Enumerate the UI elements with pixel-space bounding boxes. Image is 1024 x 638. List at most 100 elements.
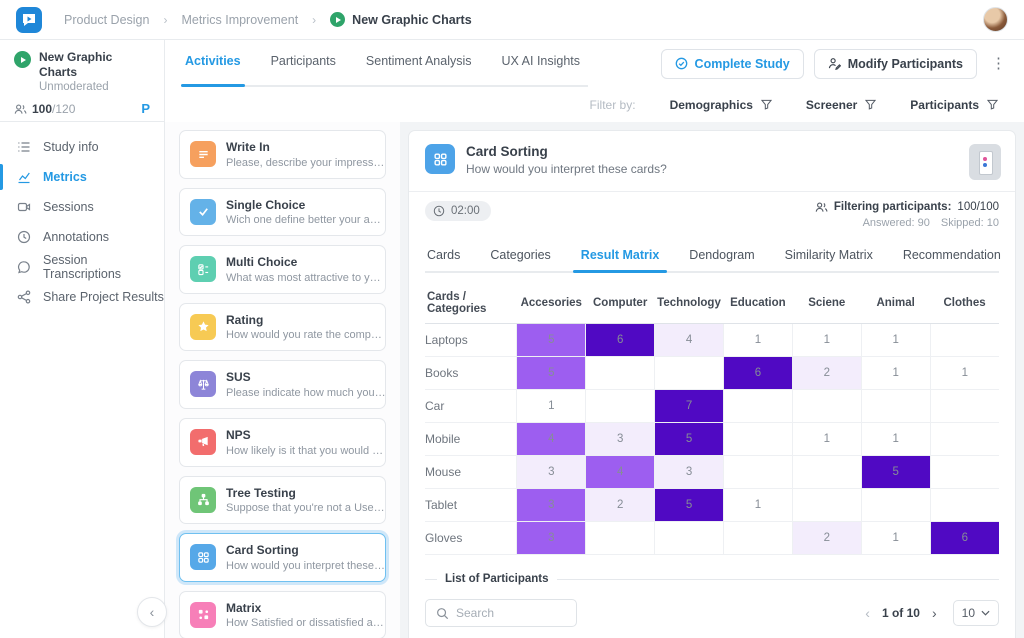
- tab-result-matrix[interactable]: Result Matrix: [572, 242, 667, 273]
- matrix-row-label: Car: [425, 389, 518, 423]
- matrix-cell: [861, 488, 931, 522]
- matrix-row: Mouse 3 4 3 5: [425, 455, 999, 489]
- tab-recommendation[interactable]: Recommendation: [902, 248, 1001, 262]
- plan-badge[interactable]: P: [141, 101, 150, 116]
- activity-card-nps[interactable]: NPS How likely is it that you would reco.…: [179, 417, 386, 467]
- filtering-participants-value: 100/100: [957, 201, 999, 213]
- list-of-participants-label: List of Participants: [445, 573, 549, 585]
- prev-page-icon[interactable]: ‹: [865, 605, 870, 621]
- write-in-icon: [190, 141, 216, 167]
- filter-screener[interactable]: Screener: [806, 98, 877, 112]
- header-band: New Graphic Charts Unmoderated 100 /120 …: [0, 40, 1024, 128]
- tab-similarity-matrix[interactable]: Similarity Matrix: [784, 248, 873, 262]
- breadcrumb-item[interactable]: Product Design: [64, 12, 150, 27]
- matrix-cell: [723, 455, 793, 489]
- matrix-cell: 1: [861, 521, 931, 555]
- matrix-cell: 1: [792, 323, 862, 357]
- matrix-cell: 4: [654, 323, 724, 357]
- tab-cards[interactable]: Cards: [427, 248, 461, 262]
- sidebar-item-annotations[interactable]: Annotations: [0, 222, 164, 252]
- matrix-cell: [792, 389, 862, 423]
- matrix-cell: [930, 488, 999, 522]
- matrix-cell: [585, 389, 656, 423]
- matrix-row: Car 1 7: [425, 389, 999, 423]
- search-input[interactable]: [456, 606, 566, 620]
- matrix-cell: 1: [861, 323, 931, 357]
- matrix-col-header: Sciene: [792, 283, 862, 324]
- sidebar-item-session-transcriptions[interactable]: Session Transcriptions: [0, 252, 164, 282]
- funnel-icon: [760, 99, 772, 110]
- sidebar-item-metrics[interactable]: Metrics: [0, 162, 164, 192]
- userlytics-logo-icon[interactable]: [16, 6, 42, 33]
- matrix-cell: 7: [654, 389, 724, 423]
- tab-categories[interactable]: Categories: [490, 248, 551, 262]
- matrix-cell: 2: [792, 356, 862, 390]
- participants-icon: [815, 201, 828, 213]
- clock-icon: [17, 230, 31, 244]
- participants-count: 100: [32, 101, 53, 116]
- page-size-select[interactable]: 10: [952, 600, 999, 626]
- check-circle-icon: [675, 57, 688, 70]
- participants-search[interactable]: [425, 599, 577, 627]
- matrix-col-header: Technology: [654, 283, 724, 324]
- sidebar-item-share-project-results[interactable]: Share Project Results: [0, 282, 164, 312]
- stimulus-thumbnail[interactable]: [969, 144, 1001, 180]
- project-mode: Unmoderated: [39, 81, 109, 93]
- breadcrumb-item[interactable]: Metrics Improvement: [181, 12, 299, 27]
- matrix-cell: 3: [654, 455, 724, 489]
- user-avatar[interactable]: [983, 7, 1008, 32]
- breadcrumb: Product Design › Metrics Improvement › N…: [64, 12, 472, 27]
- activity-card-single-choice[interactable]: Single Choice Wich one define better your…: [179, 187, 386, 237]
- clock-icon: [433, 205, 445, 217]
- breadcrumb-current[interactable]: New Graphic Charts: [330, 12, 472, 27]
- project-title: New Graphic Charts: [39, 50, 113, 79]
- next-page-icon[interactable]: ›: [931, 605, 937, 621]
- matrix-row: Books 5 6 2 1 1: [425, 356, 999, 390]
- filter-demographics[interactable]: Demographics: [670, 98, 772, 112]
- project-play-icon: [14, 51, 31, 68]
- main-tabs-row: Activities Participants Sentiment Analys…: [165, 40, 1024, 87]
- panel-title: Card Sorting: [466, 144, 548, 159]
- tab-activities[interactable]: Activities: [181, 54, 245, 87]
- filter-bar: Filter by: Demographics Screener Partici…: [165, 87, 1024, 122]
- complete-study-button[interactable]: Complete Study: [660, 48, 804, 79]
- chat-bubble-icon: [17, 260, 31, 274]
- tab-sentiment-analysis[interactable]: Sentiment Analysis: [365, 54, 472, 68]
- modify-participants-button[interactable]: Modify Participants: [813, 48, 977, 79]
- activity-card-tree-testing[interactable]: Tree Testing Suppose that you're not a Us…: [179, 475, 386, 525]
- pagination: ‹ 1 of 10 › 10: [865, 600, 999, 626]
- chevron-down-icon: [981, 610, 990, 616]
- filter-participants[interactable]: Participants: [910, 98, 998, 112]
- skipped-count: Skipped: 10: [940, 217, 999, 229]
- matrix-cell: 3: [516, 455, 587, 489]
- matrix-row-label: Tablet: [425, 488, 518, 522]
- tab-ux-ai-insights[interactable]: UX AI Insights: [501, 54, 581, 68]
- tab-participants[interactable]: Participants: [270, 54, 336, 68]
- matrix-row-label: Laptops: [425, 323, 518, 357]
- panel-subtitle: How would you interpret these cards?: [466, 162, 667, 176]
- video-icon: [17, 200, 31, 214]
- sidebar-item-sessions[interactable]: Sessions: [0, 192, 164, 222]
- tab-dendogram[interactable]: Dendogram: [689, 248, 755, 262]
- sidebar-item-study-info[interactable]: Study info: [0, 132, 164, 162]
- share-icon: [17, 290, 31, 304]
- filter-by-label: Filter by:: [589, 97, 636, 112]
- rating-icon: [190, 313, 216, 340]
- card-sorting-icon: [190, 544, 216, 571]
- activity-card-multi-choice[interactable]: Multi Choice What was most attractive to …: [179, 245, 386, 294]
- matrix-cell: 3: [516, 488, 587, 522]
- matrix-cell: [723, 389, 793, 423]
- activity-card-card-sorting[interactable]: Card Sorting How would you interpret thes…: [179, 533, 386, 582]
- matrix-col-header: Clothes: [930, 283, 999, 324]
- activity-card-matrix[interactable]: Matrix How Satisfied or dissatisfied are …: [179, 590, 386, 638]
- matrix-col-header: Education: [723, 283, 793, 324]
- page-indicator: 1 of 10: [881, 606, 920, 620]
- more-options-icon[interactable]: ⋮: [991, 55, 1006, 72]
- matrix-cell: [723, 521, 793, 555]
- matrix-cell: 4: [585, 455, 656, 489]
- collapse-sidebar-button[interactable]: ‹: [137, 597, 167, 627]
